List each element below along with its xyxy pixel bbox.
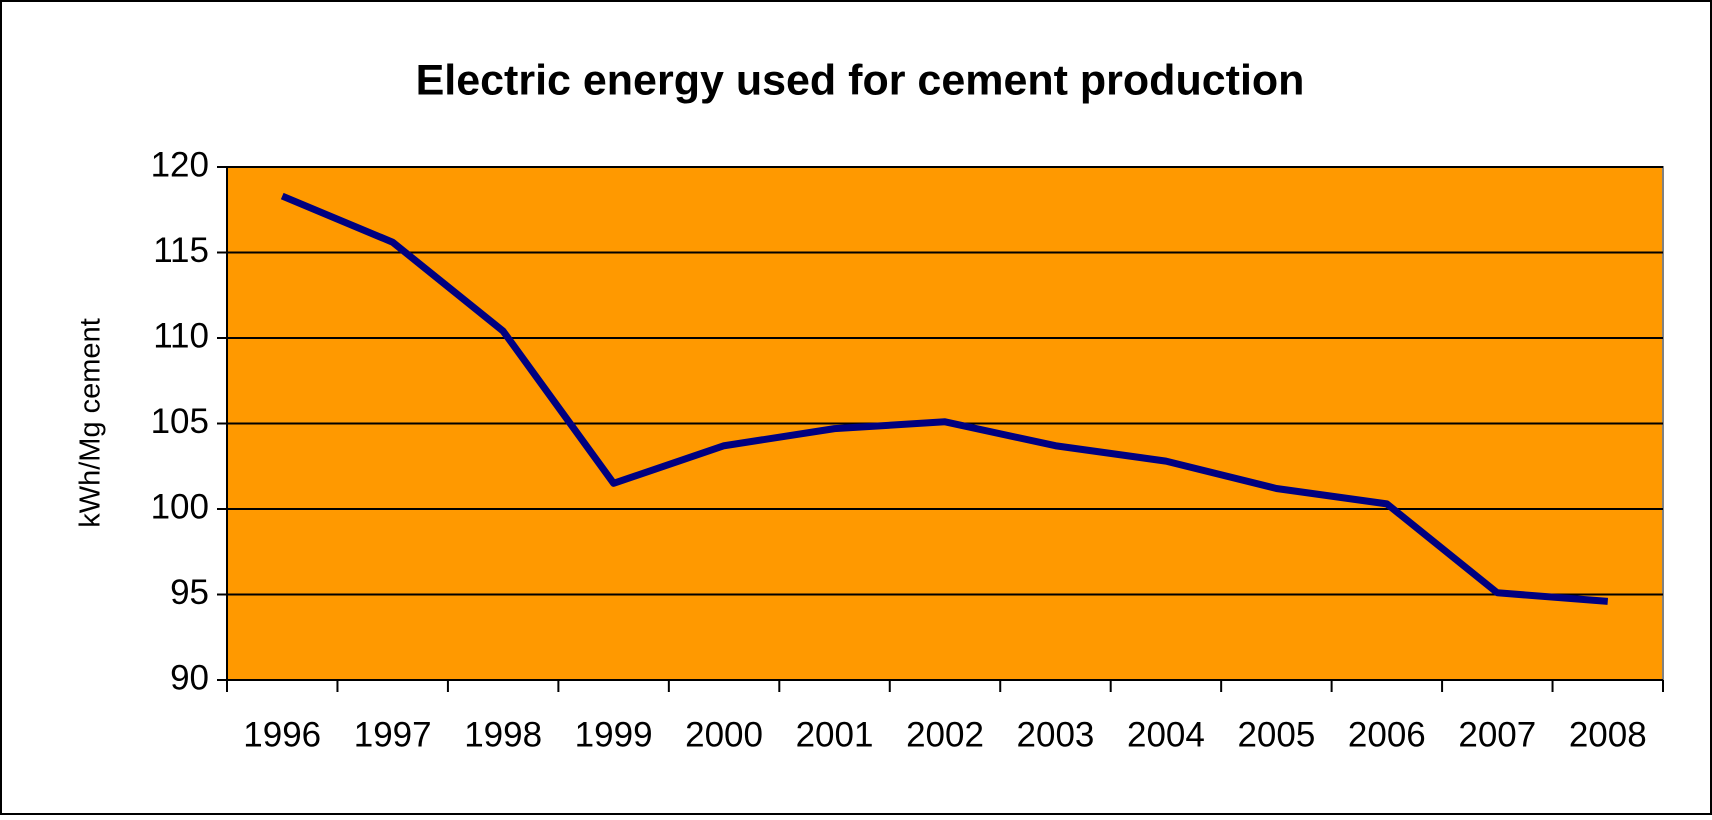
x-tick-label: 2002 [906,715,984,754]
x-tick-label: 2007 [1458,715,1536,754]
y-tick-label: 105 [151,402,209,441]
y-axis-label: kWh/Mg cement [75,318,107,528]
x-tick-label: 1997 [354,715,432,754]
x-tick-label: 1996 [243,715,321,754]
x-tick-label: 2004 [1127,715,1205,754]
x-tick-label: 1999 [575,715,653,754]
x-tick-label: 2005 [1237,715,1315,754]
x-tick-label: 2008 [1569,715,1647,754]
y-tick-label: 90 [170,658,209,697]
x-tick-label: 2003 [1017,715,1095,754]
y-tick-label: 95 [170,573,209,612]
x-tick-label: 2001 [796,715,874,754]
y-tick-label: 115 [153,231,209,270]
x-tick-label: 1998 [464,715,542,754]
y-tick-label: 120 [151,145,209,184]
y-tick-label: 110 [153,316,209,355]
line-series [280,192,1609,605]
x-tick-label: 2000 [685,715,763,754]
x-tick-label: 2006 [1348,715,1426,754]
y-tick-label: 100 [151,487,209,526]
chart-title: Electric energy used for cement producti… [416,56,1305,104]
